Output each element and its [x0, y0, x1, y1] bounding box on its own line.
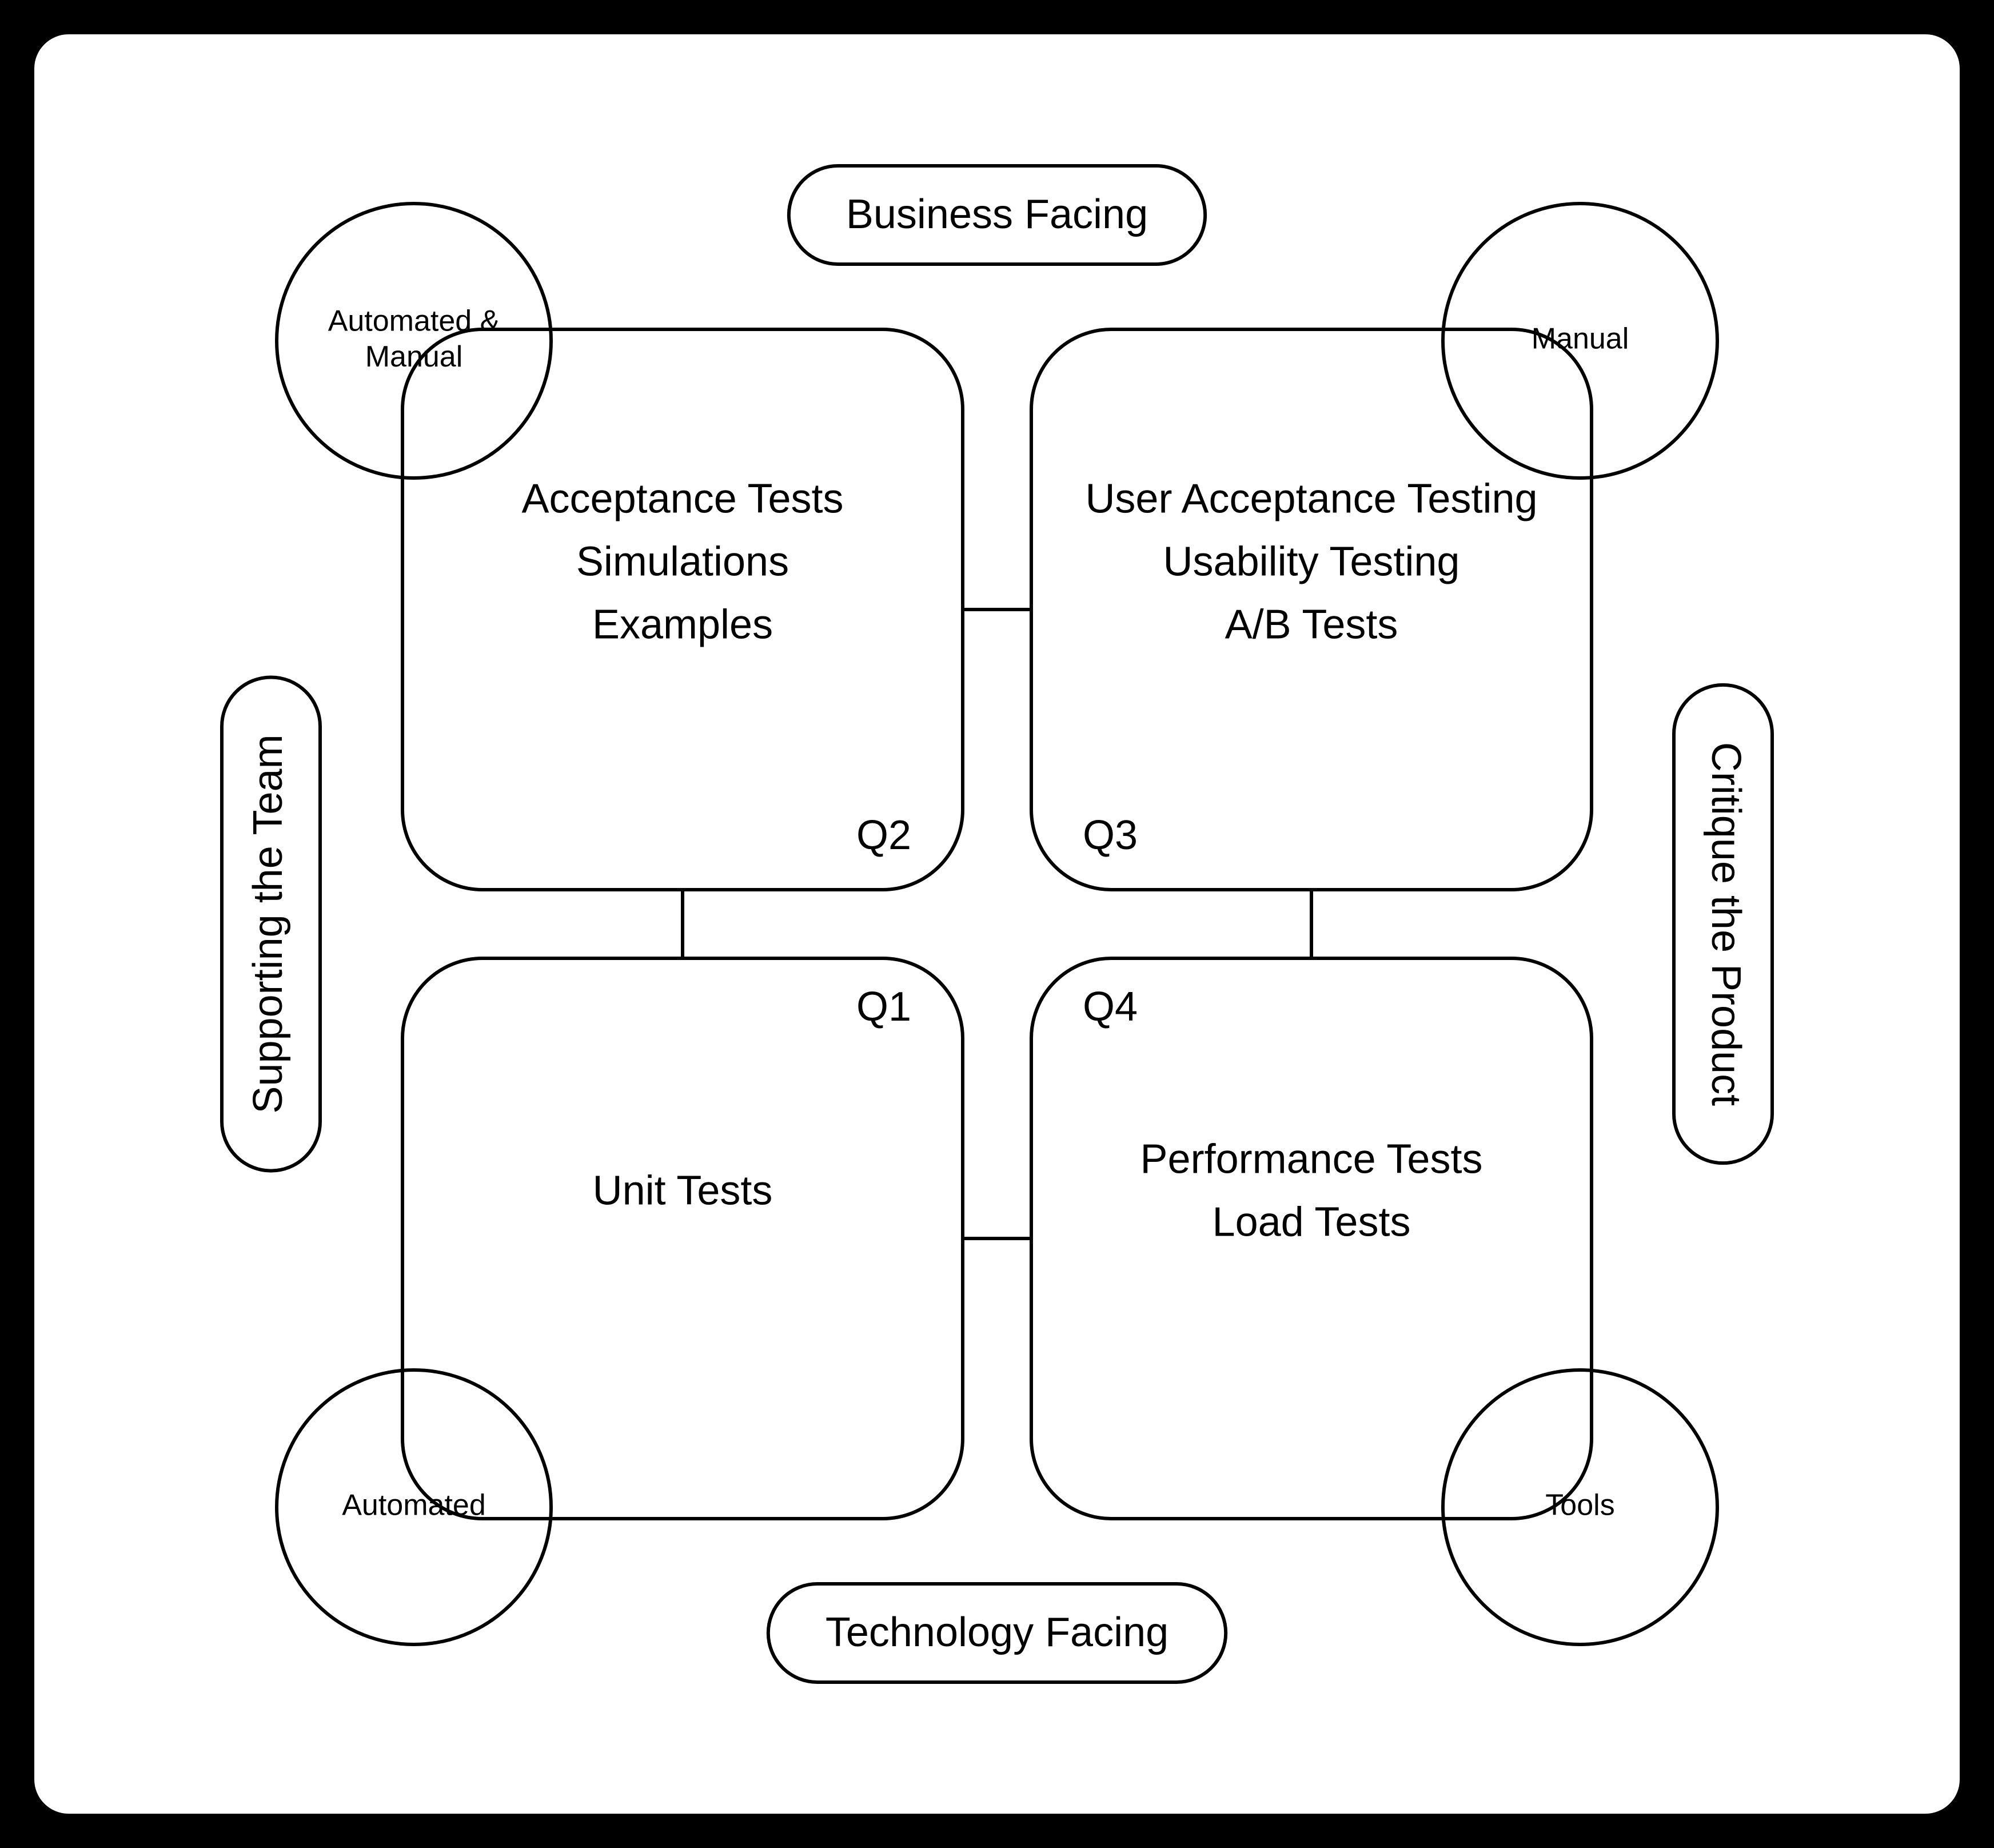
- axis-label-bottom: Technology Facing: [825, 1610, 1169, 1655]
- quadrant-line: Examples: [592, 602, 773, 648]
- corner-label-top-left: Automated &Manual: [328, 305, 500, 373]
- quadrant-q3-content: User Acceptance Testing Usability Testing…: [1085, 476, 1537, 648]
- axis-label-top: Business Facing: [846, 192, 1148, 237]
- quadrant-q2-label: Q2: [856, 813, 911, 858]
- corner-circle-line: Automated: [342, 1489, 486, 1522]
- quadrant-line: A/B Tests: [1225, 602, 1398, 648]
- quadrant-line: Usability Testing: [1163, 539, 1460, 585]
- axis-label-right: Critique the Product: [1703, 742, 1749, 1106]
- quadrant-q1-box: [402, 958, 963, 1519]
- corner-circle-line: Manual: [365, 340, 463, 373]
- diagram-panel: Acceptance Tests Simulations Examples User…: [34, 34, 1960, 1814]
- corner-circle-line: Tools: [1545, 1489, 1614, 1522]
- page-background: Acceptance Tests Simulations Examples User…: [0, 0, 1994, 1848]
- quadrant-diagram: Acceptance Tests Simulations Examples User…: [34, 34, 1960, 1814]
- axis-label-left: Supporting the Team: [245, 734, 291, 1113]
- corner-label-bottom-left: Automated: [342, 1489, 486, 1522]
- corner-label-top-right: Manual: [1532, 322, 1629, 356]
- quadrant-q2-content: Acceptance Tests Simulations Examples: [522, 476, 844, 648]
- quadrant-line: Unit Tests: [593, 1168, 773, 1214]
- quadrant-line: User Acceptance Testing: [1085, 476, 1537, 522]
- quadrant-q3-label: Q3: [1083, 813, 1138, 858]
- quadrant-line: Performance Tests: [1140, 1137, 1483, 1182]
- quadrant-line: Simulations: [576, 539, 789, 585]
- quadrant-q4-label: Q4: [1083, 984, 1138, 1030]
- quadrant-q4-content: Performance Tests Load Tests: [1140, 1137, 1483, 1245]
- quadrant-q1-label: Q1: [856, 984, 911, 1030]
- quadrant-q1-content: Unit Tests: [593, 1168, 773, 1214]
- corner-label-bottom-right: Tools: [1545, 1489, 1614, 1522]
- corner-circle-line: Manual: [1532, 322, 1629, 356]
- quadrant-line: Load Tests: [1213, 1200, 1411, 1245]
- corner-circle-line: Automated &: [328, 305, 500, 338]
- quadrant-line: Acceptance Tests: [522, 476, 844, 522]
